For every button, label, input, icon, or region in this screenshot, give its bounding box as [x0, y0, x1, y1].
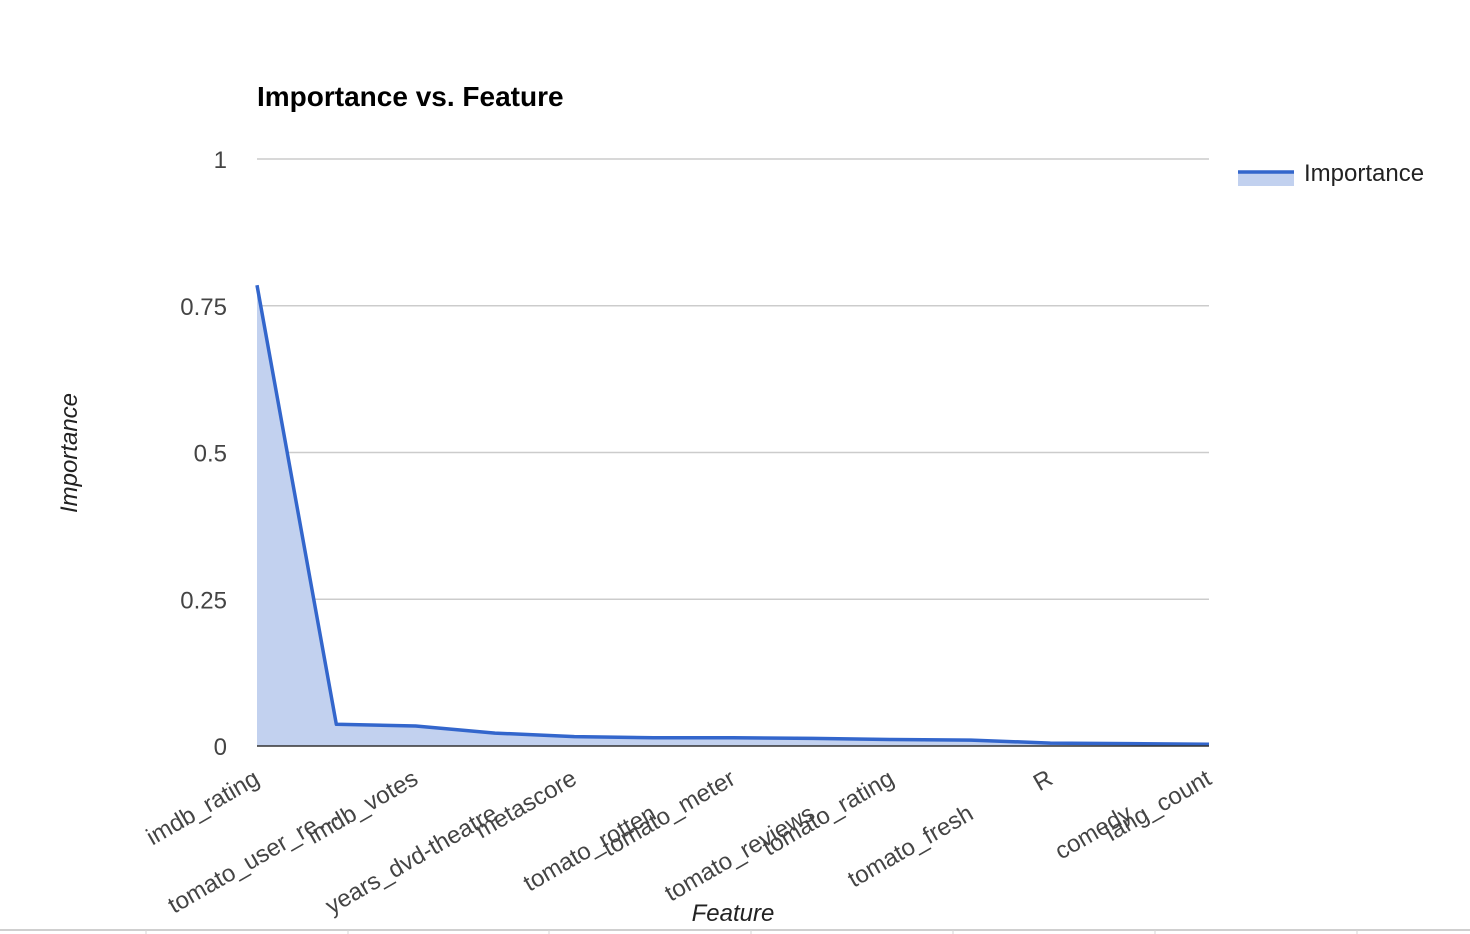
legend-swatch-fill	[1238, 172, 1294, 186]
legend: Importance	[1238, 160, 1424, 187]
x-axis-title: Feature	[692, 900, 775, 927]
x-axis-tick-labels: imdb_ratingtomato_user_re…imdb_votesyear…	[142, 765, 1216, 920]
y-tick-label: 1	[214, 147, 227, 174]
y-tick-label: 0	[214, 734, 227, 761]
y-axis-tick-labels: 0 0.25 0.5 0.75 1	[180, 147, 227, 761]
sheet-grid-edge	[0, 929, 1470, 934]
y-tick-label: 0.25	[180, 587, 227, 614]
x-tick-label: tomato_fresh	[843, 800, 978, 893]
gridlines	[257, 158, 1209, 600]
x-tick-label: R	[1029, 765, 1058, 797]
chart-title: Importance vs. Feature	[257, 81, 564, 112]
y-axis-title: Importance	[56, 393, 83, 513]
y-tick-label: 0.5	[194, 441, 227, 468]
importance-series-line	[255, 284, 1210, 746]
x-tick-label: tomato_meter	[598, 765, 740, 862]
importance-area-fill	[257, 285, 1209, 746]
legend-label: Importance	[1304, 160, 1424, 187]
x-tick-label: tomato_rating	[758, 765, 899, 862]
y-tick-label: 0.75	[180, 294, 227, 321]
x-tick-label: imdb_rating	[142, 765, 264, 851]
